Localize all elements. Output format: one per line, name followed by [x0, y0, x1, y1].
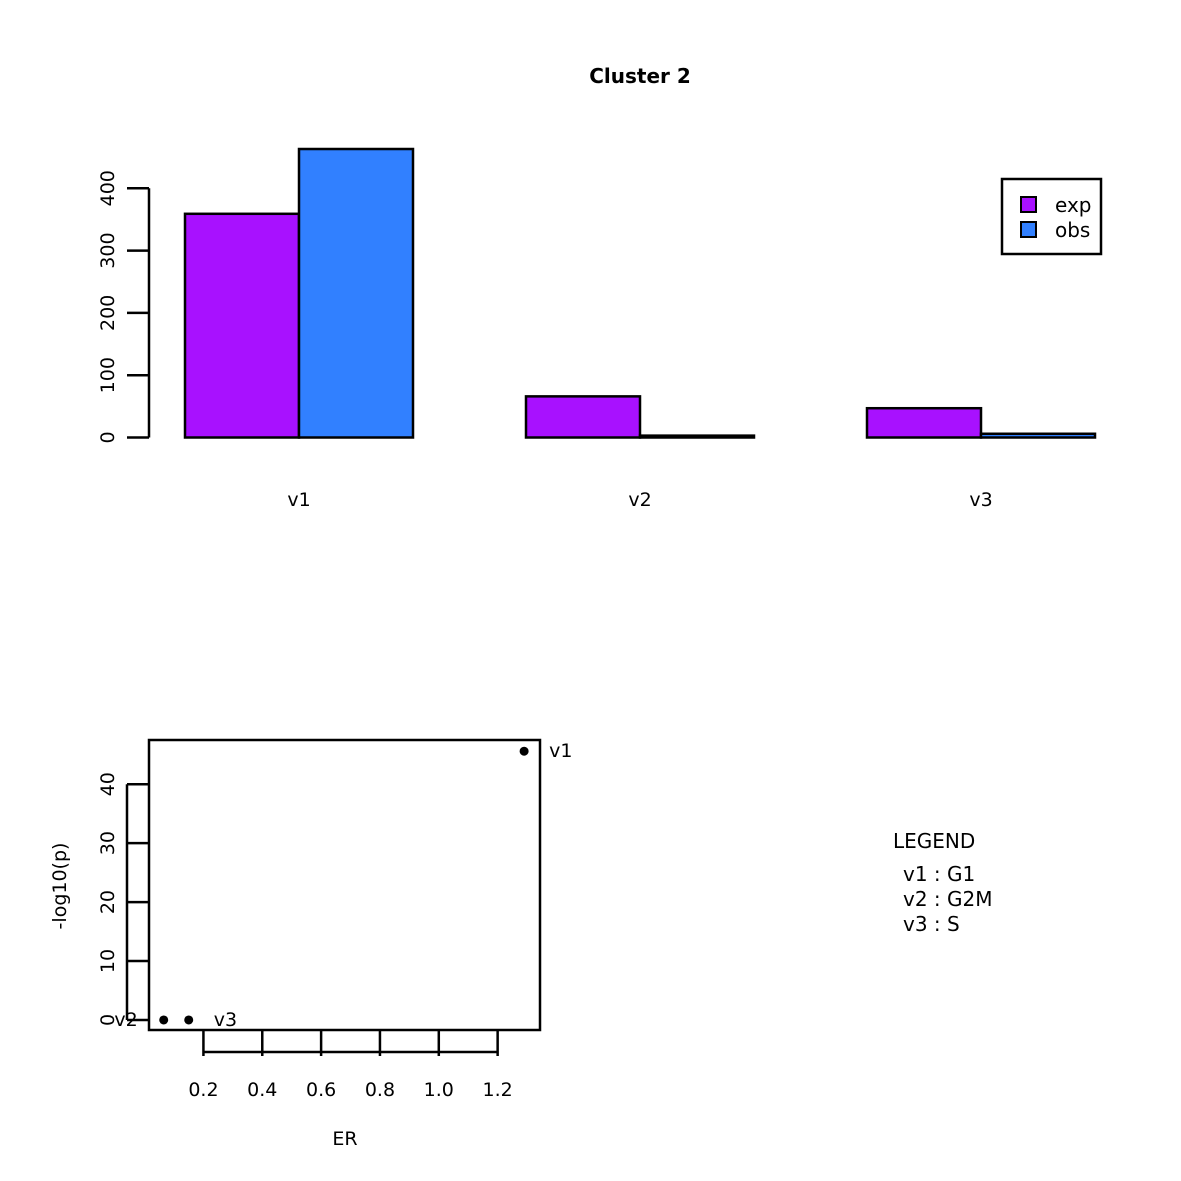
scatter-y-tick-label: 0 — [97, 1014, 119, 1026]
scatter-x-tick-label: 0.4 — [247, 1079, 277, 1101]
scatter-x-tick-label: 1.0 — [424, 1079, 454, 1101]
bar-y-tick-label: 200 — [97, 295, 119, 331]
bar-x-label-v3: v3 — [969, 489, 992, 511]
scatter-point-v1 — [519, 746, 529, 756]
scatter-plot-frame — [147, 738, 542, 1032]
legend-label-obs: obs — [1055, 218, 1090, 242]
legend-swatch-obs — [1020, 221, 1037, 238]
category-legend-entry-v2: v2 : G2M — [903, 887, 993, 911]
scatter-point-label-v3: v3 — [214, 1009, 237, 1031]
bar-x-label-v2: v2 — [628, 489, 651, 511]
bar-x-labels: v1 v2 v3 — [287, 489, 992, 511]
bar-x-label-v1: v1 — [287, 489, 310, 511]
scatter-point-label-v1: v1 — [549, 740, 572, 762]
scatter-y-tick-label: 20 — [97, 890, 119, 914]
category-legend-entry-v1: v1 : G1 — [903, 862, 975, 886]
category-legend: LEGEND v1 : G1 v2 : G2M v3 : S — [893, 829, 993, 936]
scatter-point-label-v2: v2 — [114, 1009, 137, 1031]
scatter-y-tick-label: 30 — [97, 831, 119, 855]
scatter-x-tick-label: 0.6 — [306, 1079, 336, 1101]
scatter-points: v1 v2 v3 — [114, 740, 572, 1031]
scatter-x-axis-label: ER — [332, 1128, 357, 1150]
bar-exp-v3 — [865, 406, 983, 439]
scatter-x-tick-label: 1.2 — [483, 1079, 513, 1101]
bar-y-axis: 0 100 200 300 400 — [97, 170, 151, 444]
legend-swatch-exp — [1020, 196, 1037, 213]
bar-obs-v1 — [297, 147, 415, 439]
bar-y-tick-label: 0 — [97, 431, 119, 443]
scatter-y-tick-label: 40 — [97, 772, 119, 796]
bar-obs-v2 — [638, 434, 756, 439]
bar-bars — [183, 147, 1097, 439]
bar-y-tick-label: 100 — [97, 357, 119, 393]
scatter-x-tick-label: 0.8 — [365, 1079, 395, 1101]
bar-exp-v2 — [524, 395, 642, 439]
bar-y-tick-label: 300 — [97, 232, 119, 268]
legend-label-exp: exp — [1055, 193, 1091, 217]
bar-chart: Cluster 2 0 100 200 300 400 v1 v2 v3 exp obs — [97, 64, 1103, 511]
legend-box — [1000, 177, 1103, 256]
scatter-y-axis: 0 10 20 30 40 — [97, 772, 149, 1026]
category-legend-title: LEGEND — [893, 829, 975, 853]
bar-legend: exp obs — [1000, 177, 1103, 256]
bar-exp-v1 — [183, 212, 301, 439]
bar-y-tick-label: 400 — [97, 170, 119, 206]
scatter-x-tick-label: 0.2 — [188, 1079, 218, 1101]
scatter-point-v2 — [159, 1015, 169, 1025]
bar-obs-v3 — [979, 432, 1097, 439]
category-legend-entry-v3: v3 : S — [903, 912, 960, 936]
scatter-point-v3 — [184, 1015, 194, 1025]
scatter-chart: 0 10 20 30 40 0.2 0.4 0.6 0.8 1.0 1.2 v1 v2 v3 ER -… — [49, 738, 572, 1150]
scatter-y-axis-label: -log10(p) — [49, 843, 71, 930]
scatter-y-tick-label: 10 — [97, 949, 119, 973]
scatter-x-axis: 0.2 0.4 0.6 0.8 1.0 1.2 — [188, 1030, 513, 1101]
bar-chart-title: Cluster 2 — [589, 64, 691, 88]
